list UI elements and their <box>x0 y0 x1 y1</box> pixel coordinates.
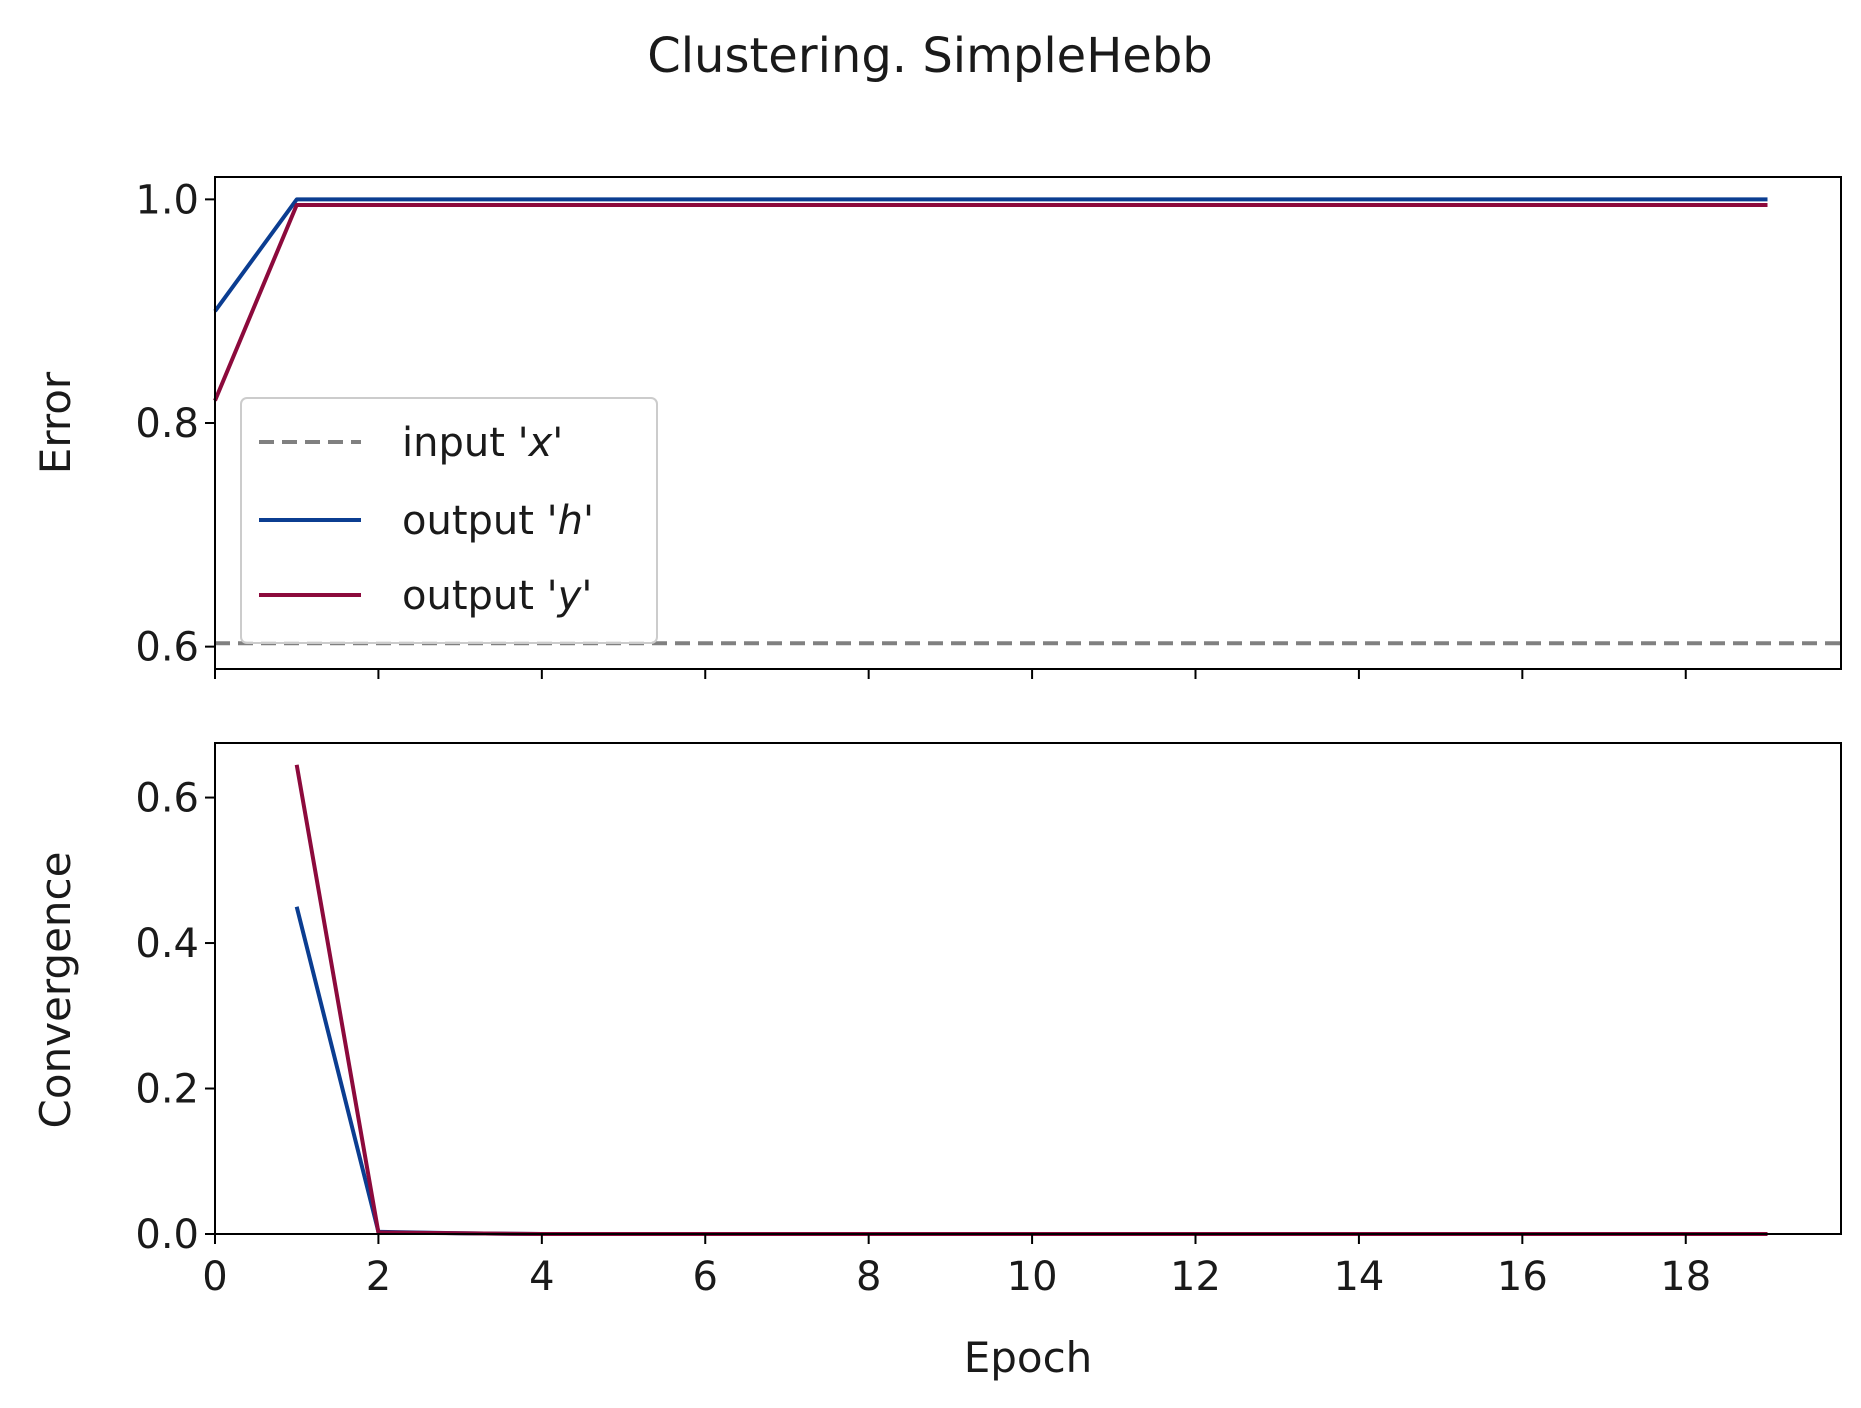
x-tick-label: 14 <box>1333 1254 1384 1300</box>
x-tick-label: 10 <box>1007 1254 1058 1300</box>
y-tick-label: 0.6 <box>135 625 199 671</box>
convergence-panel: 0.00.20.40.60 2 4 6 8 10 12 14 16 18 Convergence … <box>31 742 1842 1382</box>
series-line-output-h <box>294 906 1768 1236</box>
legend-label-output-y: output 'y' <box>402 573 592 619</box>
y-tick-label: 0.4 <box>135 921 199 967</box>
x-tick-label: 6 <box>693 1254 718 1300</box>
x-tick-label: 2 <box>366 1254 391 1300</box>
chart-title: Clustering. SimpleHebb <box>647 28 1213 84</box>
convergence-axes-frame <box>214 742 1842 1235</box>
y-tick-label: 0.2 <box>135 1067 199 1113</box>
y-tick-label: 0.8 <box>135 401 199 447</box>
x-tick-label: 16 <box>1497 1254 1548 1300</box>
series-line-output-y <box>294 764 1768 1236</box>
x-tick-label: 4 <box>529 1254 554 1300</box>
x-tick-label: 18 <box>1660 1254 1711 1300</box>
error-axis-ticks: 0.6 0.8 1.0 <box>135 177 1687 679</box>
error-panel: 0.6 0.8 1.0 Error input 'x' output 'h' out… <box>31 176 1842 679</box>
convergence-axis-ticks: 0.0 0.2 0.4 0.6 0 2 4 6 8 10 12 14 16 18 <box>135 776 1711 1300</box>
legend-label-input-x: input 'x' <box>402 420 563 466</box>
x-axis-label: Epoch <box>964 1333 1093 1382</box>
series-line-output-y <box>213 203 1768 402</box>
x-tick-label: 12 <box>1170 1254 1221 1300</box>
legend: input 'x' output 'h' output 'y' <box>240 397 658 644</box>
x-tick-label: 8 <box>856 1254 881 1300</box>
y-tick-label: 0.6 <box>135 776 199 822</box>
error-series-lines <box>213 197 1841 646</box>
y-tick-label: 0.0 <box>135 1212 199 1258</box>
error-y-axis-label: Error <box>31 371 80 474</box>
legend-label-output-h: output 'h' <box>402 498 594 544</box>
y-tick-label: 1.0 <box>135 177 199 223</box>
x-tick-label: 0 <box>202 1254 227 1300</box>
series-line-output-h <box>213 197 1768 313</box>
convergence-series-lines <box>294 764 1768 1236</box>
legend-box <box>240 397 658 644</box>
convergence-y-axis-label: Convergence <box>31 852 80 1129</box>
